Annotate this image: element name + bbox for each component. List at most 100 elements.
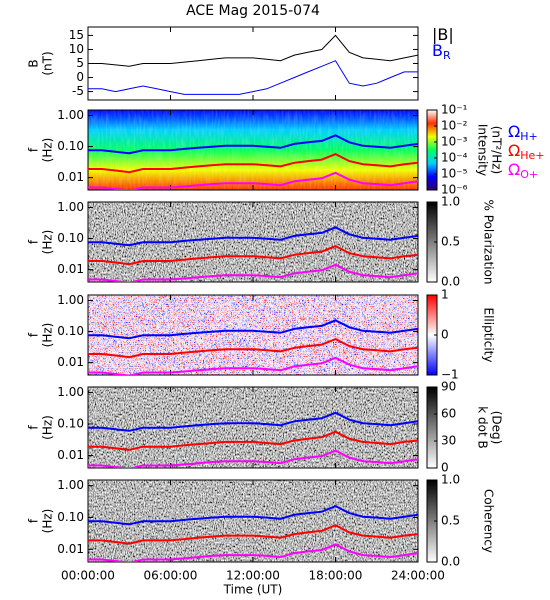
- colorbar-label: Intensity: [476, 124, 490, 176]
- data-line: [88, 449, 418, 468]
- legend-name: Ω: [508, 122, 520, 141]
- colorbar-tick-label: 30: [441, 434, 456, 448]
- y-axis-label: (Hz): [41, 230, 55, 255]
- legend-name: Ω: [508, 141, 520, 160]
- colorbar-label: Ellipticity: [482, 308, 496, 363]
- colorbar: [426, 386, 438, 469]
- chart-title: ACE Mag 2015-074: [186, 3, 320, 19]
- data-line: [88, 34, 418, 67]
- y-axis-label: f: [27, 147, 41, 152]
- legend-subscript: R: [443, 49, 451, 62]
- colorbar-tick-label: 10⁻²: [441, 119, 468, 133]
- legend-subscript: He+: [520, 149, 544, 162]
- y-tick-label: 0.10: [57, 139, 84, 153]
- y-tick-label: 0.01: [57, 355, 84, 369]
- x-tick-label: 24:00:00: [391, 569, 445, 583]
- colorbar-tick-label: 10⁻³: [441, 135, 468, 149]
- legend-subscript: H+: [520, 130, 538, 143]
- x-tick-label: 12:00:00: [226, 569, 280, 583]
- data-line: [88, 430, 418, 451]
- data-line: [88, 134, 418, 155]
- colorbar-tick-label: 0.5: [441, 235, 460, 249]
- y-axis-label: f: [27, 425, 41, 430]
- plot-lines: [88, 134, 418, 190]
- y-axis-label: f: [27, 518, 41, 523]
- colorbar-label: (nT²/Hz): [490, 126, 504, 174]
- colorbar-tick-label: 10⁻⁶: [441, 183, 468, 197]
- plot-lines: [88, 505, 418, 562]
- spectrogram-image: [88, 387, 418, 468]
- colorbar-tick-label: 1.0: [441, 195, 460, 209]
- y-tick-label: 0: [76, 70, 84, 84]
- colorbar-label: Coherency: [482, 489, 496, 553]
- spectrogram-image: [88, 202, 418, 282]
- colorbar-tick-label: 1.0: [441, 473, 460, 487]
- colorbar-tick-label: 90: [441, 380, 456, 394]
- legend-entry: ΩO+: [508, 160, 538, 182]
- x-axis-label: Time (UT): [223, 583, 283, 597]
- plot-lines: [88, 34, 418, 95]
- y-tick-label: 10: [69, 42, 84, 56]
- data-line: [88, 171, 418, 190]
- data-line: [88, 263, 418, 282]
- plot-lines: [88, 226, 418, 282]
- colorbar-tick-label: 0.5: [441, 514, 460, 528]
- y-tick-label: 1.00: [57, 200, 84, 214]
- data-line: [88, 60, 418, 95]
- x-tick-label: 00:00:00: [61, 569, 115, 583]
- y-tick-label: 15: [69, 28, 84, 42]
- colorbar-tick-label: 60: [441, 407, 456, 421]
- legend-entry: BR: [432, 41, 451, 63]
- plot-frame: [87, 26, 419, 101]
- data-line: [88, 319, 418, 340]
- y-axis-label: (Hz): [41, 509, 55, 534]
- y-tick-label: 5: [76, 56, 84, 70]
- y-tick-label: 1.00: [57, 385, 84, 399]
- spectrogram-texture: [88, 110, 418, 190]
- colorbar-tick-label: 0: [441, 461, 449, 475]
- colorbar-tick-label: 10⁻¹: [441, 103, 468, 117]
- x-tick-label: 18:00:00: [309, 569, 363, 583]
- y-axis-label: (Hz): [41, 415, 55, 440]
- plot-lines: [88, 319, 418, 375]
- legend-entry: ΩHe+: [508, 141, 545, 163]
- colorbar-tick-label: 0.0: [441, 275, 460, 289]
- y-tick-label: 0.10: [57, 231, 84, 245]
- legend-entry: |B|: [432, 25, 454, 44]
- y-axis-label: B: [27, 59, 41, 67]
- data-line: [88, 338, 418, 359]
- y-tick-label: 0.10: [57, 510, 84, 524]
- legend-entry: ΩH+: [508, 122, 538, 144]
- data-line: [88, 356, 418, 375]
- colorbar-label: % Polarization: [482, 200, 496, 285]
- y-axis-label: (Hz): [41, 138, 55, 163]
- data-line: [88, 543, 418, 562]
- y-axis-label: f: [27, 332, 41, 337]
- colorbar-label: k dot B: [476, 406, 490, 448]
- spectrogram-image: [88, 480, 418, 562]
- colorbar-label: (Deg): [490, 411, 504, 445]
- data-line: [88, 411, 418, 432]
- y-tick-label: 1.00: [57, 293, 84, 307]
- data-line: [88, 245, 418, 266]
- colorbar: [426, 109, 438, 191]
- data-line: [88, 524, 418, 545]
- colorbar-tick-label: 10⁻⁵: [441, 167, 468, 181]
- spectrogram-image: [88, 295, 418, 375]
- y-tick-label: 0.10: [57, 417, 84, 431]
- y-tick-label: -5: [72, 84, 84, 98]
- colorbar-tick-label: −1: [441, 368, 459, 382]
- legend-subscript: O+: [520, 168, 538, 181]
- y-axis-label: (Hz): [41, 323, 55, 348]
- colorbar-tick-label: 1: [441, 288, 449, 302]
- x-tick-label: 06:00:00: [144, 569, 198, 583]
- legend-name: |B|: [432, 25, 454, 44]
- y-tick-label: 0.01: [57, 170, 84, 184]
- data-line: [88, 226, 418, 247]
- y-tick-label: 0.01: [57, 542, 84, 556]
- legend-name: Ω: [508, 160, 520, 179]
- data-line: [88, 153, 418, 174]
- plot-lines: [88, 411, 418, 468]
- y-tick-label: 1.00: [57, 108, 84, 122]
